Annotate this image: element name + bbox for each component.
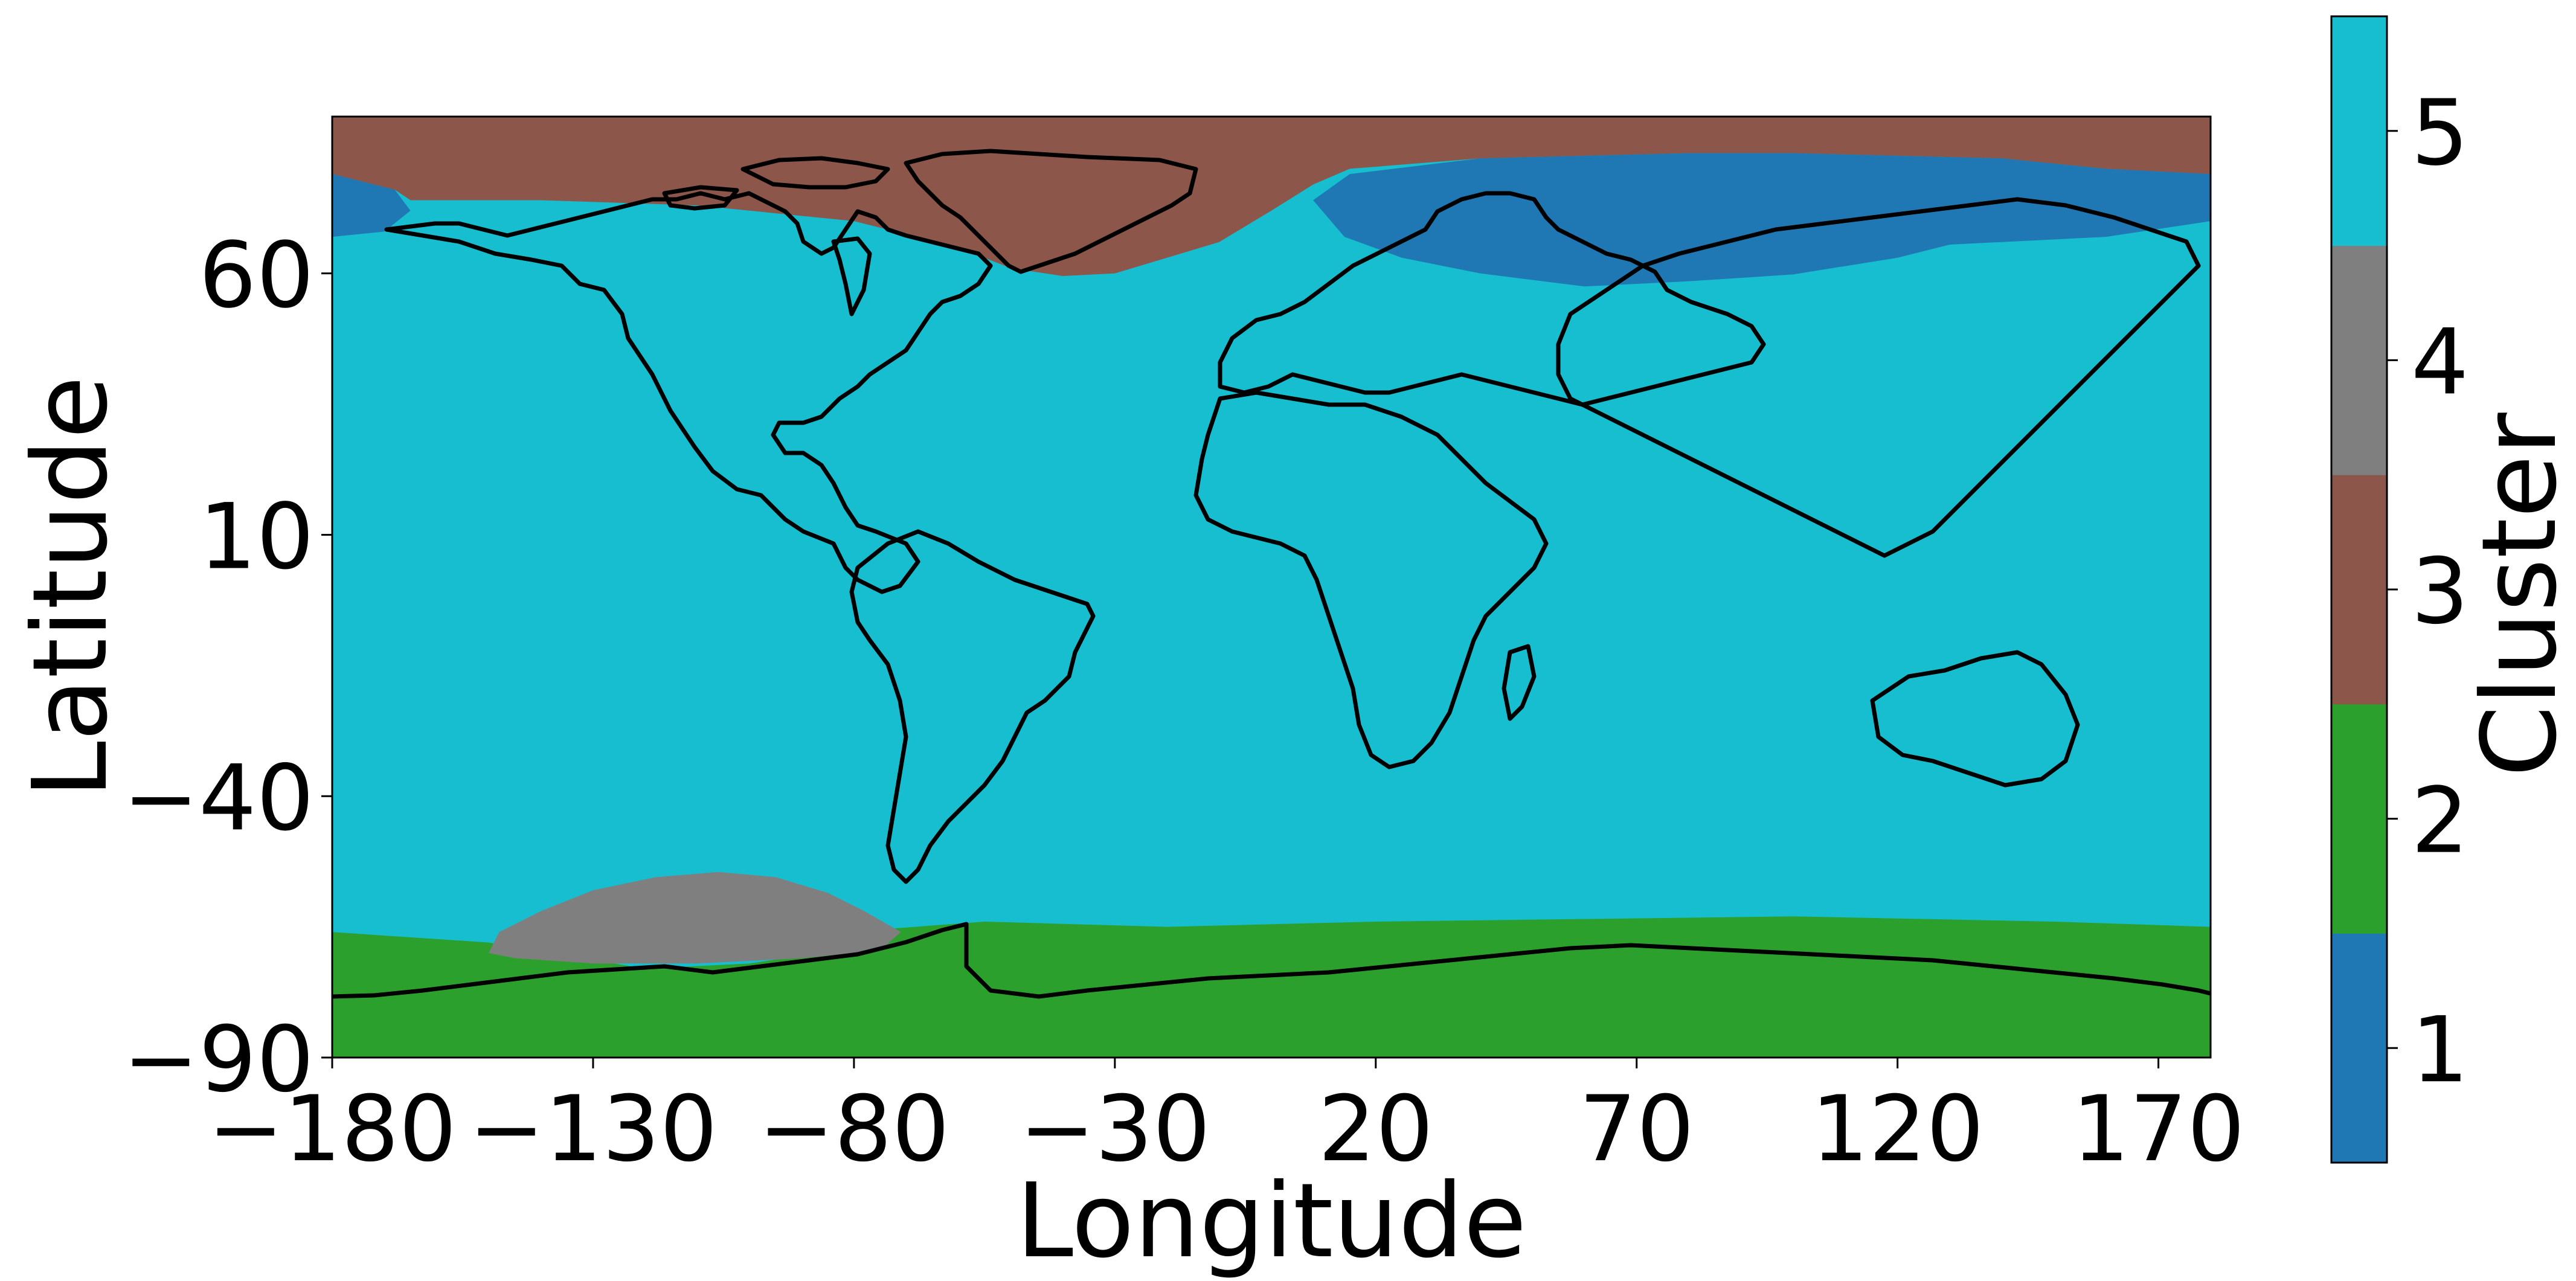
map-plot-area [331,115,2212,1059]
y-tick-label: −40 [123,746,314,851]
coastline-south-america [849,529,1096,884]
colorbar-label: Cluster [2460,413,2576,777]
coastline-africa [1193,390,1549,769]
coastline-europe [1218,191,1766,407]
coastlines [332,149,2211,999]
y-tick-label: 60 [199,223,314,329]
y-axis-label: Latitude [11,376,130,798]
coastline-north-america [384,191,993,594]
y-axis-ticks: −90 −40 10 60 [123,223,332,1112]
cluster-3-region [332,117,2211,276]
colorbar-tick-label: 2 [2411,769,2468,874]
x-tick-label: 120 [1811,1077,1984,1182]
colorbar-swatch-3 [2331,475,2387,705]
cluster-1-region [332,174,411,237]
x-tick-label: −80 [759,1077,950,1182]
colorbar-tick-label: 4 [2411,310,2468,415]
colorbar-swatch-2 [2331,704,2387,934]
coastline-antarctica [332,922,2211,999]
x-tick-label: −30 [1020,1077,1211,1182]
colorbar-frame [2330,15,2388,1164]
x-tick-label: 70 [1579,1077,1694,1182]
x-tick-label: 20 [1318,1077,1433,1182]
colorbar-tick-label: 1 [2411,998,2468,1103]
cluster-1-region [1313,153,2211,287]
y-tick-label: −90 [123,1007,314,1112]
coastline-arctic-islands [662,156,890,316]
x-axis-ticks: −180 −130 −80 −30 20 70 120 170 [208,1058,2245,1182]
colorbar-tick-label: 5 [2411,81,2468,186]
x-tick-label: 170 [2072,1077,2244,1182]
colorbar-swatch-5 [2331,16,2387,246]
y-tick-label: 10 [199,484,314,589]
coastline-australia [1870,650,2080,788]
colorbar-swatch-4 [2331,245,2387,475]
coastline-asia [1556,197,2201,558]
colorbar-swatch-1 [2331,933,2387,1163]
x-axis-label: Longitude [1016,1161,1527,1281]
coastline-greenland [904,149,1198,274]
colorbar: 1 2 3 4 5 [2330,15,2468,1164]
cluster-4-region [489,872,901,964]
x-tick-label: −180 [208,1077,457,1182]
map-frame [331,115,2212,1059]
x-tick-label: −130 [469,1077,718,1182]
colorbar-tick-label: 3 [2411,539,2468,644]
